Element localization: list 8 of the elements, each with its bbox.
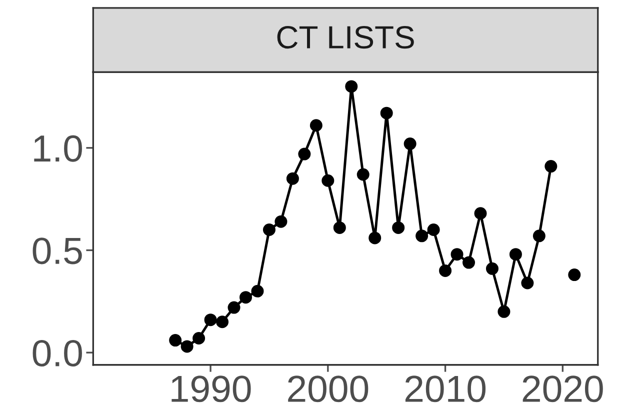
x-tick-label: 2020 <box>522 376 603 402</box>
x-tick-label: 2010 <box>405 376 486 402</box>
chart-title: CT LISTS <box>277 26 414 49</box>
y-tick-label: 0.0 <box>32 340 82 367</box>
x-tick-label: 1990 <box>172 376 251 402</box>
y-tick-label: 0.5 <box>32 238 82 264</box>
y-tick-label: 1.0 <box>34 135 82 162</box>
x-tick-label: 2000 <box>288 376 368 402</box>
